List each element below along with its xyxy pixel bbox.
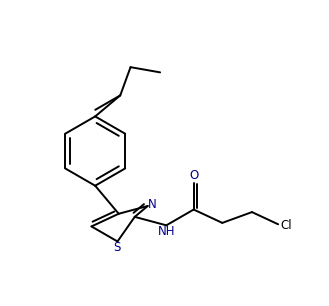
Text: O: O (189, 169, 198, 182)
Text: NH: NH (158, 226, 175, 238)
Text: S: S (113, 241, 120, 254)
Text: N: N (148, 198, 157, 211)
Text: Cl: Cl (280, 218, 291, 232)
